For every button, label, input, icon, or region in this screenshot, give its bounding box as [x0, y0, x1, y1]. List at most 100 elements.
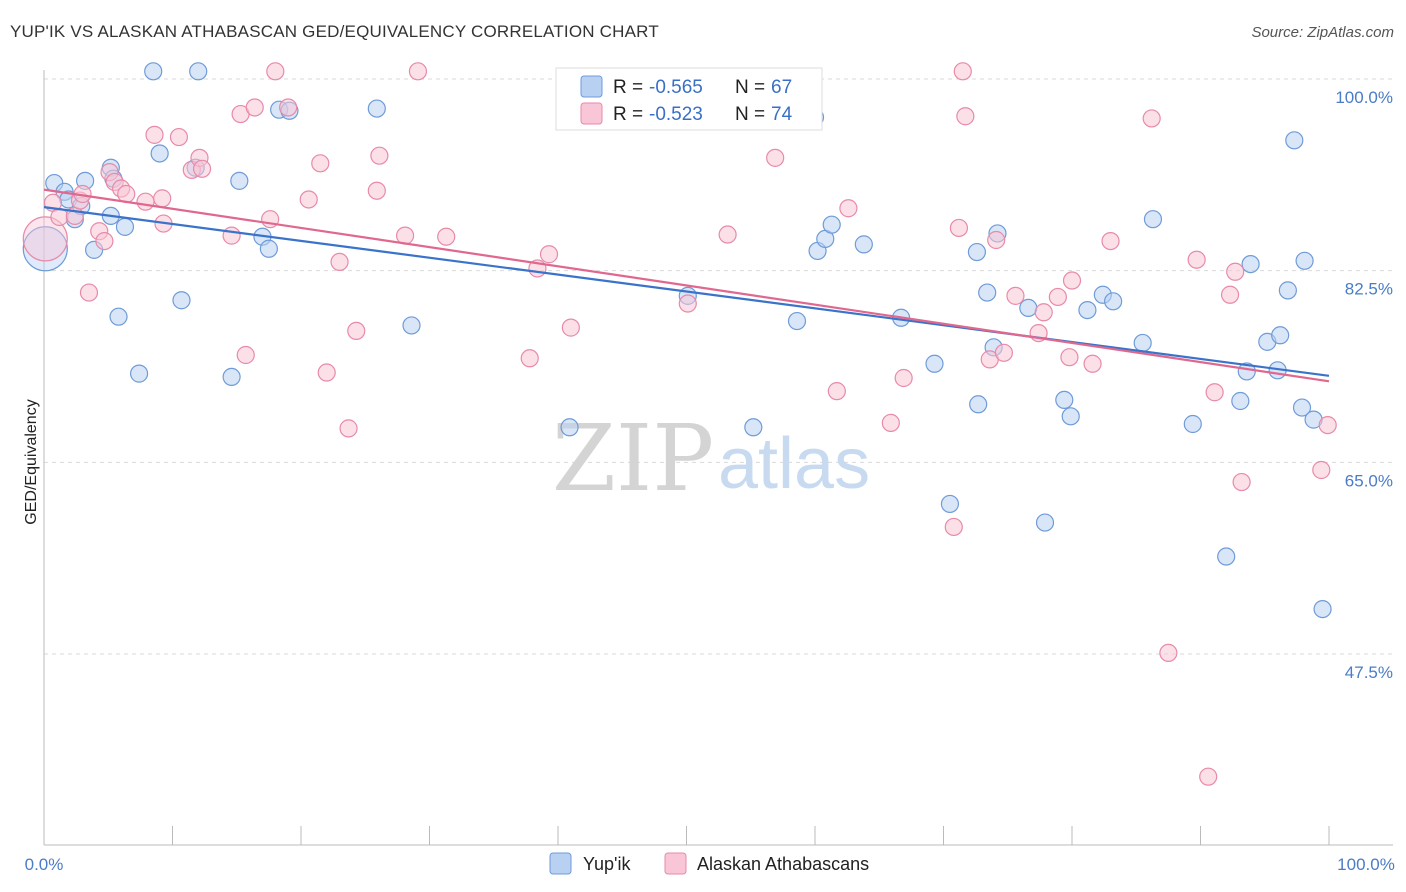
athabascan-point [22, 216, 68, 262]
watermark-zip: ZIP [552, 405, 714, 512]
y-axis-title: GED/Equivalency [23, 399, 40, 524]
athabascan-point [1205, 383, 1224, 402]
athabascan-point [1226, 262, 1245, 281]
athabascan-point [245, 98, 264, 117]
athabascan-point [1048, 287, 1067, 307]
legend-yupik-r-label: R = [613, 77, 643, 98]
athabascan-point [766, 148, 785, 167]
yupik-point [787, 311, 807, 331]
yupik-point [109, 307, 128, 326]
yupik-point [1285, 131, 1304, 150]
athabascan-point [1101, 231, 1120, 251]
athabascan-point [1232, 472, 1251, 492]
athabascan-point [1060, 348, 1079, 367]
athabascan-point [1312, 460, 1331, 480]
athabascan-point [347, 321, 366, 341]
bottom-legend-athabascan: Alaskan Athabascans [697, 854, 869, 874]
athabascan-point [1220, 285, 1240, 304]
y-tick-label: 47.5% [1345, 663, 1393, 682]
yupik-point [560, 418, 579, 437]
athabascan-point [136, 192, 155, 211]
athabascan-point [1083, 354, 1102, 373]
yupik-point [259, 239, 278, 258]
yupik-point [967, 242, 987, 262]
athabascan-point [1142, 109, 1161, 128]
yupik-point [1295, 251, 1314, 270]
athabascan-point [145, 125, 164, 144]
grid-lines [44, 78, 1393, 655]
legend-athabascan-r-label: R = [613, 104, 643, 125]
athabascan-point [827, 382, 846, 401]
bottom-legend-swatch-yupik [549, 852, 572, 875]
athabascan-point [311, 154, 330, 173]
athabascan-point [987, 230, 1006, 250]
athabascan-point [1318, 415, 1337, 435]
legend-athabascan-n-label: N = [735, 104, 765, 125]
athabascan-point [330, 252, 349, 272]
athabascan-point [222, 226, 241, 245]
athabascan-point [678, 294, 697, 313]
yupik-point [1143, 210, 1163, 229]
athabascan-point [894, 368, 913, 388]
yupik-point [1217, 547, 1236, 566]
y-tick-labels: 47.5% 65.0% 82.5% 100.0% [1335, 88, 1393, 682]
athabascan-point [236, 345, 255, 365]
yupik-point [150, 144, 169, 163]
yupik-point [1313, 599, 1332, 619]
yupik-point [940, 494, 960, 514]
x-ticks [43, 826, 1330, 845]
yupik-point [854, 235, 873, 254]
yupik-point [1292, 398, 1312, 417]
legend-swatch-athabascan [580, 102, 603, 125]
yupik-point [1133, 333, 1152, 353]
athabascan-point [153, 189, 172, 208]
athabascan-point [79, 283, 99, 302]
athabascan-point [266, 62, 285, 81]
athabascan-point [1034, 303, 1053, 322]
athabascan-point [561, 318, 580, 337]
athabascan-point [317, 363, 336, 382]
yupik-point [222, 367, 241, 387]
legend-swatch-yupik [580, 75, 603, 98]
yupik-point [925, 354, 944, 373]
athabascan-point [169, 127, 189, 147]
yupik-point [1061, 407, 1080, 426]
athabascan-point [1187, 250, 1206, 269]
yupik-point [744, 418, 763, 437]
yupik-point [1271, 326, 1290, 345]
athabascan-point [539, 245, 559, 264]
yupik-trend-line [43, 206, 1330, 377]
yupik-point [367, 99, 386, 118]
x-tick-label-min: 0.0% [25, 855, 64, 874]
athabascan-point [881, 413, 900, 433]
athabascan-point [299, 190, 318, 209]
yupik-point [822, 215, 841, 234]
series-yupik-points [22, 62, 1332, 619]
athabascan-point [944, 517, 963, 537]
legend-yupik-n-value: 67 [771, 77, 792, 98]
athabascan-point [1062, 271, 1082, 290]
athabascan-point [953, 62, 972, 81]
yupik-point [144, 62, 163, 81]
athabascan-point [520, 349, 539, 368]
athabascan-point [1199, 767, 1218, 786]
yupik-point [1183, 414, 1202, 434]
athabascan-point [839, 199, 858, 218]
y-tick-label: 65.0% [1345, 471, 1393, 490]
athabascan-point [279, 98, 298, 117]
yupik-point [230, 171, 249, 190]
bottom-legend: Yup'ik Alaskan Athabascans [549, 852, 869, 875]
yupik-point [1237, 362, 1256, 381]
source-label: Source: ZipAtlas.com [1251, 24, 1394, 41]
legend-athabascan-n-value: 74 [771, 104, 793, 125]
yupik-point [22, 226, 68, 272]
athabascan-point [408, 62, 428, 81]
watermark-atlas: atlas [718, 424, 870, 504]
bottom-legend-swatch-athabascan [664, 852, 687, 875]
bottom-legend-yupik: Yup'ik [583, 854, 631, 874]
legend-yupik-r-value: -0.565 [649, 77, 703, 98]
chart-title: YUP'IK VS ALASKAN ATHABASCAN GED/EQUIVAL… [10, 22, 659, 41]
yupik-point [1104, 292, 1123, 311]
yupik-point [1241, 254, 1260, 274]
